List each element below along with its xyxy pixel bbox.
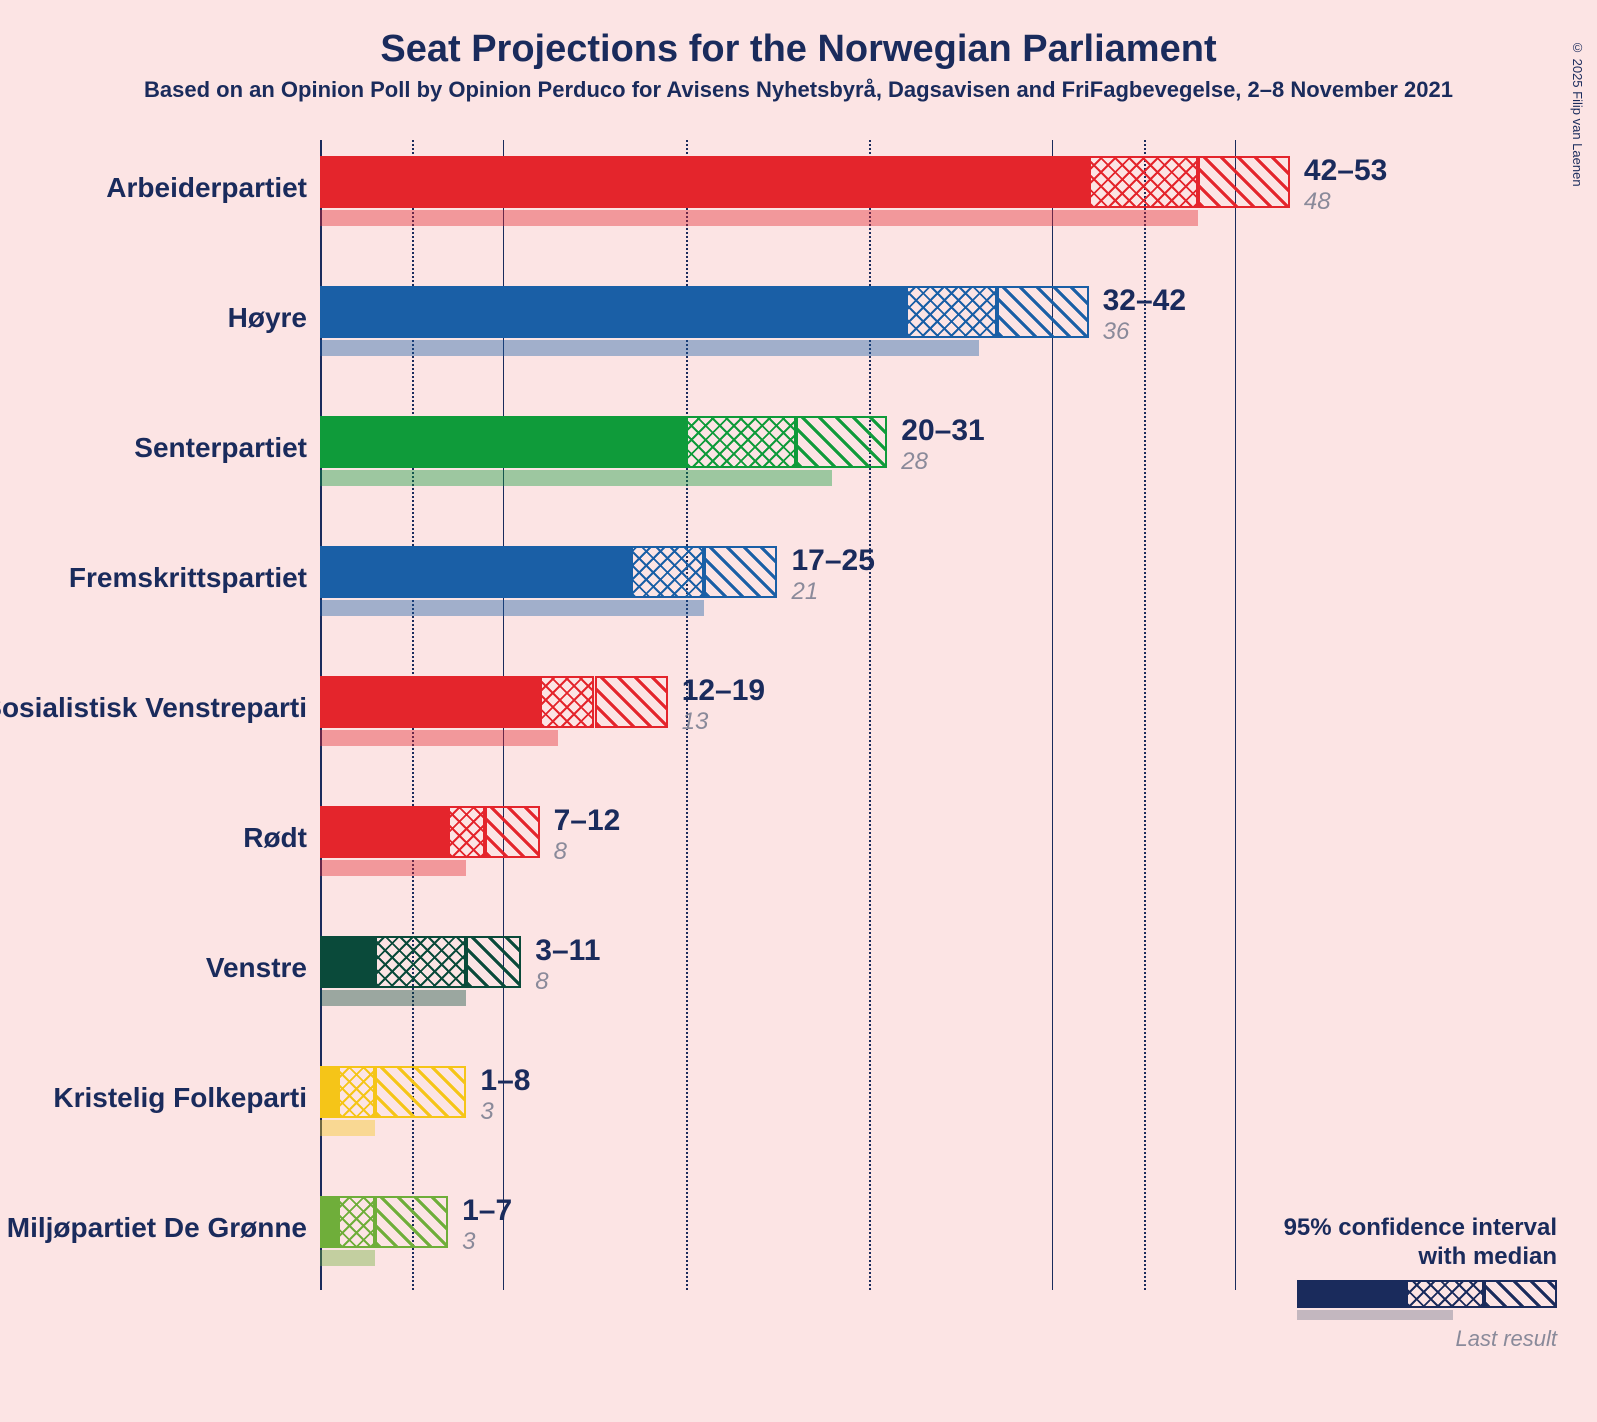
bar-crosshatch [338, 1196, 375, 1248]
range-label: 1–8 [480, 1064, 530, 1098]
previous-label: 21 [792, 578, 819, 606]
chart-title: Seat Projections for the Norwegian Parli… [0, 28, 1597, 71]
bar-solid [320, 676, 540, 728]
legend-last-label: Last result [1284, 1326, 1557, 1352]
legend-title: 95% confidence interval with median [1284, 1214, 1557, 1272]
bar-crosshatch [540, 676, 595, 728]
party-label: Rødt [0, 822, 307, 854]
chart-area: Arbeiderpartiet 42–5348 Høyre 32–4236 Senter… [0, 148, 1597, 1348]
bar-solid [320, 546, 631, 598]
last-result-bar [320, 340, 979, 356]
party-row: Fremskrittspartiet 17–2521 [0, 538, 1597, 658]
range-label: 17–25 [792, 544, 875, 578]
legend-last-bar [1297, 1310, 1453, 1320]
party-label: Sosialistisk Venstreparti [0, 692, 307, 724]
bar-solid [320, 806, 448, 858]
last-result-bar [320, 1120, 375, 1136]
legend-seg-cross [1406, 1280, 1484, 1308]
range-label: 7–12 [554, 804, 621, 838]
legend: 95% confidence interval with median Last… [1284, 1214, 1557, 1352]
party-row: Senterpartiet 20–3128 [0, 408, 1597, 528]
last-result-bar [320, 1250, 375, 1266]
last-result-bar [320, 990, 466, 1006]
last-result-bar [320, 860, 466, 876]
bar-diagonal [796, 416, 888, 468]
previous-label: 36 [1103, 318, 1130, 346]
bar-solid [320, 286, 906, 338]
legend-line2: with median [1418, 1243, 1557, 1270]
range-label: 3–11 [535, 934, 600, 968]
party-row: Venstre 3–118 [0, 928, 1597, 1048]
legend-seg-solid [1297, 1280, 1406, 1308]
bar-solid [320, 416, 686, 468]
bar-crosshatch [686, 416, 796, 468]
last-result-bar [320, 600, 704, 616]
range-label: 20–31 [901, 414, 984, 448]
previous-label: 8 [535, 968, 548, 996]
last-result-bar [320, 470, 832, 486]
last-result-bar [320, 730, 558, 746]
range-label: 1–7 [462, 1194, 512, 1228]
previous-label: 13 [682, 708, 709, 736]
bar-solid [320, 156, 1089, 208]
bar-diagonal [375, 1066, 467, 1118]
bar-crosshatch [631, 546, 704, 598]
previous-label: 48 [1304, 188, 1331, 216]
party-row: Rødt 7–128 [0, 798, 1597, 918]
bar-diagonal [466, 936, 521, 988]
party-label: Senterpartiet [0, 432, 307, 464]
bar-solid [320, 1196, 338, 1248]
legend-line1: 95% confidence interval [1284, 1214, 1557, 1241]
party-row: Arbeiderpartiet 42–5348 [0, 148, 1597, 268]
bar-crosshatch [1089, 156, 1199, 208]
range-label: 12–19 [682, 674, 765, 708]
bar-diagonal [1198, 156, 1290, 208]
party-row: Høyre 32–4236 [0, 278, 1597, 398]
party-label: Kristelig Folkeparti [0, 1082, 307, 1114]
chart-subtitle: Based on an Opinion Poll by Opinion Perd… [0, 77, 1597, 103]
party-label: Arbeiderpartiet [0, 172, 307, 204]
previous-label: 3 [480, 1098, 493, 1126]
party-label: Miljøpartiet De Grønne [0, 1212, 307, 1244]
bar-diagonal [375, 1196, 448, 1248]
legend-seg-diag [1484, 1280, 1557, 1308]
bar-diagonal [485, 806, 540, 858]
bar-crosshatch [906, 286, 998, 338]
bar-crosshatch [448, 806, 485, 858]
previous-label: 3 [462, 1228, 475, 1256]
bar-solid [320, 936, 375, 988]
legend-bar [1297, 1280, 1557, 1322]
previous-label: 28 [901, 448, 928, 476]
party-label: Høyre [0, 302, 307, 334]
previous-label: 8 [554, 838, 567, 866]
range-label: 42–53 [1304, 154, 1387, 188]
bar-diagonal [704, 546, 777, 598]
party-row: Sosialistisk Venstreparti 12–1913 [0, 668, 1597, 788]
range-label: 32–42 [1103, 284, 1186, 318]
bar-crosshatch [375, 936, 467, 988]
bar-diagonal [595, 676, 668, 728]
bar-solid [320, 1066, 338, 1118]
bar-crosshatch [338, 1066, 375, 1118]
party-row: Kristelig Folkeparti 1–83 [0, 1058, 1597, 1178]
party-label: Venstre [0, 952, 307, 984]
bar-diagonal [997, 286, 1089, 338]
last-result-bar [320, 210, 1198, 226]
party-label: Fremskrittspartiet [0, 562, 307, 594]
